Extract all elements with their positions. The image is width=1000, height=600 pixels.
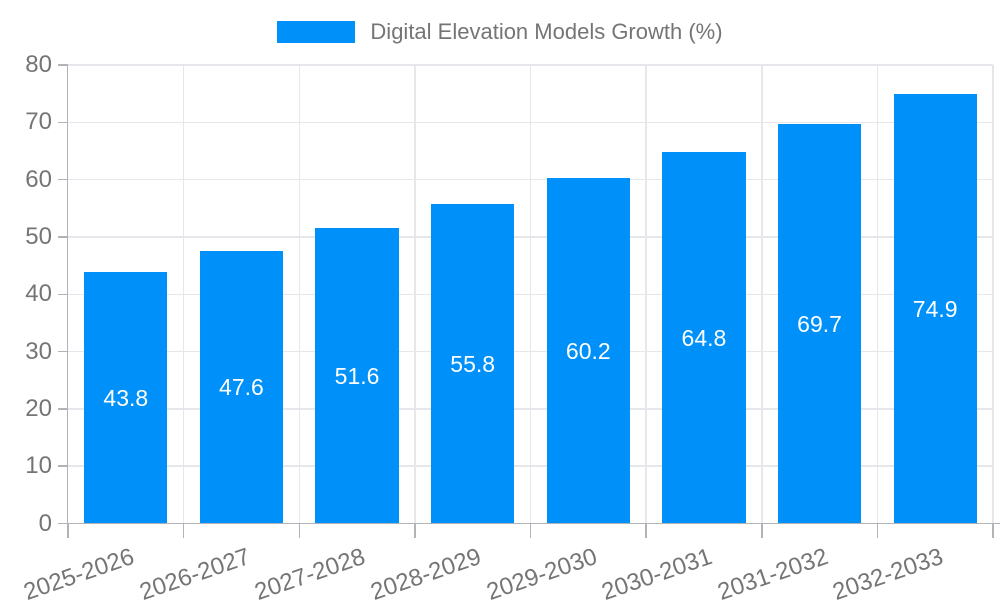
y-axis-tick bbox=[58, 178, 68, 181]
x-axis-category-label: 2028-2029 bbox=[367, 542, 485, 600]
x-axis-category-label: 2030-2031 bbox=[598, 542, 716, 600]
y-axis-tick-label: 40 bbox=[25, 280, 52, 308]
x-axis-tick bbox=[529, 523, 532, 538]
bar bbox=[315, 227, 399, 524]
legend-swatch[interactable] bbox=[277, 21, 356, 43]
bar-value-label: 64.8 bbox=[681, 324, 727, 351]
y-axis-tick-label: 0 bbox=[38, 509, 52, 537]
bar bbox=[662, 152, 746, 524]
bar-value-label: 60.2 bbox=[565, 337, 611, 364]
x-axis-tick bbox=[182, 523, 185, 538]
y-axis-tick-label: 70 bbox=[25, 108, 52, 136]
bar-value-label: 69.7 bbox=[797, 310, 842, 337]
x-axis-tick bbox=[67, 523, 69, 538]
bar bbox=[546, 178, 630, 524]
y-axis-tick bbox=[58, 236, 68, 238]
bar bbox=[431, 203, 515, 524]
gridline-vertical bbox=[992, 65, 994, 524]
x-axis-category-label: 2031-2032 bbox=[714, 542, 832, 600]
x-axis-tick bbox=[876, 523, 879, 538]
bar-value-label: 51.6 bbox=[334, 362, 380, 389]
y-axis-line bbox=[66, 65, 68, 524]
x-axis-line bbox=[58, 522, 1000, 525]
x-axis-category-label: 2029-2030 bbox=[482, 542, 601, 600]
bar-value-label: 74.9 bbox=[912, 295, 958, 322]
y-axis-tick-label: 50 bbox=[25, 222, 52, 250]
gridline-vertical bbox=[182, 65, 185, 524]
legend-label: Digital Elevation Models Growth (%) bbox=[370, 19, 723, 44]
x-axis-category-label: 2025-2026 bbox=[20, 542, 138, 600]
gridline-vertical bbox=[876, 65, 879, 524]
y-axis-tick-label: 60 bbox=[25, 165, 52, 193]
x-axis-tick bbox=[992, 523, 994, 538]
y-axis-tick-label: 30 bbox=[25, 337, 52, 365]
y-axis-tick-label: 20 bbox=[25, 394, 52, 422]
y-axis-tick bbox=[58, 350, 68, 353]
x-axis-tick bbox=[298, 523, 300, 538]
gridline-vertical bbox=[645, 65, 647, 524]
y-axis-tick-label: 80 bbox=[25, 51, 52, 78]
gridline-vertical bbox=[761, 65, 763, 524]
bar-value-label: 47.6 bbox=[219, 374, 264, 401]
bar-value-label: 43.8 bbox=[103, 384, 149, 411]
x-axis-tick bbox=[645, 523, 647, 538]
gridline-vertical bbox=[529, 65, 532, 524]
y-axis-tick bbox=[58, 408, 68, 410]
y-axis-tick bbox=[58, 121, 68, 124]
x-axis-category-label: 2027-2028 bbox=[251, 542, 369, 600]
x-axis-tick bbox=[761, 523, 763, 538]
x-axis-category-label: 2032-2033 bbox=[829, 542, 947, 600]
bar-value-label: 55.8 bbox=[450, 350, 496, 377]
legend[interactable]: Digital Elevation Models Growth (%) bbox=[0, 19, 1000, 45]
bar bbox=[199, 250, 284, 524]
x-axis-category-label: 2026-2027 bbox=[135, 542, 254, 600]
bar bbox=[893, 94, 977, 524]
y-axis-tick-label: 10 bbox=[25, 452, 52, 480]
y-axis-tick bbox=[58, 293, 68, 295]
bar bbox=[84, 272, 168, 524]
bar bbox=[777, 124, 862, 524]
x-axis-tick bbox=[414, 523, 416, 538]
gridline-vertical bbox=[298, 65, 300, 524]
y-axis-tick bbox=[58, 465, 68, 467]
gridline-vertical bbox=[414, 65, 416, 524]
y-axis-tick bbox=[58, 64, 68, 66]
